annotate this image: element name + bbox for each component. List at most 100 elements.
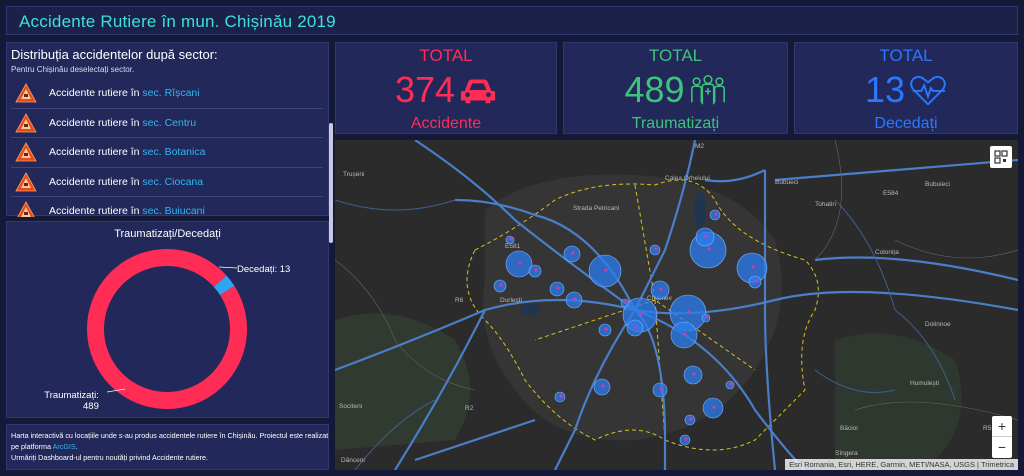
dashboard-header: Accidente Rutiere în mun. Chișinău 2019 [6,6,1018,35]
accident-point-center [573,297,577,301]
map-place-label: Dolinnoe [925,321,951,328]
accident-point-center [684,437,688,441]
forest-area [835,333,962,460]
accident-point-center [634,325,638,329]
heartbeat-icon [910,75,946,106]
map-place-label: Humulești [910,380,939,387]
rural-boundaries [335,140,1018,421]
sector-prefix: Accidente rutiere în [49,146,140,159]
accident-point-center [559,394,563,398]
sector-list-scrollbar[interactable] [329,123,333,243]
warning-triangle-icon [15,112,37,133]
donut-chart[interactable] [7,222,330,419]
kpi-injured: TOTAL 489 Traumatizați [563,42,788,134]
sector-name: sec. Ciocana [142,175,204,188]
map-place-label: Strada Petricani [573,205,619,212]
info-line2: Urmăriți Dashboard-ul pentru noutăți pri… [11,453,208,462]
info-line1-end: . [75,442,78,451]
donut-slice-deaths[interactable] [213,275,235,295]
info-text: Harta interactivă cu locațiile unde s-au… [11,430,329,463]
accident-point-center [689,417,693,421]
accident-point-center [604,327,608,331]
injured-people-icon [690,74,725,105]
map-place-label: M2 [695,143,704,150]
sector-item-label: Accidente rutiere în sec. Ciocana [49,176,203,188]
accident-point-center [571,251,575,255]
donut-label-injured-value: 489 [83,401,99,412]
sector-item[interactable]: Accidente rutiere în sec. Botanica [11,138,323,168]
accident-point-center [534,268,538,272]
kpi-accidents-title: TOTAL [419,46,473,65]
accident-point-center [509,237,513,241]
warning-triangle-icon [15,142,37,162]
kpi-accidents: TOTAL 374 Accidente [335,42,557,134]
sector-item[interactable]: Accidente rutiere în sec. Ciocana [11,168,323,197]
accident-point-center [518,261,522,265]
kpi-injured-label: Traumatizați [631,115,720,132]
minor-roads [335,199,956,470]
map-place-label: Trușeni [343,171,364,178]
kpi-injured-value: 489 [624,69,685,110]
donut-label-injured: Traumatizați: 489 [43,390,99,412]
kpi-deaths-label: Decedați [874,115,938,132]
qr-code-button[interactable] [990,146,1012,168]
donut-slice-injured[interactable] [87,249,248,410]
qr-code-icon [994,150,1008,164]
sector-item[interactable]: Accidente rutiere în sec. Buiucani [11,197,323,217]
accident-point-center [499,283,503,287]
sector-name: sec. Botanica [142,146,206,159]
sector-item-label: Accidente rutiere în sec. Botanica [49,146,205,158]
sector-item[interactable]: Accidente rutiere în sec. Centru [11,109,323,138]
map-place-label: Bubueci [775,179,799,186]
map-place-label: Băcioi [840,425,858,432]
forest-area [335,313,470,450]
accident-point-center [659,387,663,391]
lake [694,192,706,228]
map-place-label: Sîngera [835,450,858,457]
dashboard-title: Accidente Rutiere în mun. Chișinău 2019 [19,12,336,31]
sector-prefix: Accidente rutiere în [49,205,140,217]
sector-prefix: Accidente rutiere în [49,175,140,188]
map-place-label: E581 [505,243,521,250]
accident-point-center [683,332,687,336]
map-place-label: Bubuieci [925,181,950,188]
sector-prefix: Accidente rutiere în [49,87,140,100]
sector-item-label: Accidente rutiere în sec. Rîșcani [49,87,200,99]
kpi-injured-title: TOTAL [648,46,703,65]
map-place-label: Sociteni [339,403,362,410]
accident-point-center [729,382,733,386]
sector-prefix: Accidente rutiere în [49,116,140,129]
accident-point-center [714,212,718,216]
warning-triangle-icon [17,201,35,217]
sector-panel: Distribuția accidentelor după sector: Pe… [6,42,333,243]
warning-triangle-icon [15,171,37,192]
accident-point-center [704,234,708,238]
map-place-label: R6 [455,297,464,304]
accident-point-center [687,310,691,314]
arcgis-link[interactable]: ArcGIS [52,442,76,451]
sector-name: sec. Buiucani [142,205,205,217]
accident-points[interactable] [493,209,768,446]
zoom-out-button[interactable]: − [997,439,1007,455]
donut-label-deaths: Decedați: 13 [237,264,291,275]
sector-item-label: Accidente rutiere în sec. Buiucani [49,205,205,217]
accident-point-center [659,287,663,291]
map-place-label: Durlești [500,297,522,304]
injured-leader-line [106,388,126,393]
map-canvas[interactable]: TrușeniDurleștiChișinevBubuieciTohatinCo… [335,140,1018,470]
zoom-in-button[interactable]: + [992,416,1012,437]
injured-deaths-panel: Traumatizați/Decedați Decedați: 13 Traum… [6,221,329,418]
accident-point-center [624,300,628,304]
sector-item-label: Accidente rutiere în sec. Centru [49,117,196,129]
map-place-label: R2 [465,405,474,412]
kpi-accidents-label: Accidente [410,115,482,132]
map-place-label: Colonița [875,249,899,256]
kpi-deaths-title: TOTAL [879,46,933,65]
accident-point-center [654,247,658,251]
deaths-leader-line [218,266,238,269]
sector-item[interactable]: Accidente rutiere în sec. Rîșcani [11,79,323,109]
kpi-deaths-value: 13 [864,69,906,110]
info-panel: Harta interactivă cu locațiile unde s-au… [6,424,329,470]
accident-point-center [705,315,709,319]
accidents-map[interactable]: TrușeniDurleștiChișinevBubuieciTohatinCo… [335,140,1018,470]
